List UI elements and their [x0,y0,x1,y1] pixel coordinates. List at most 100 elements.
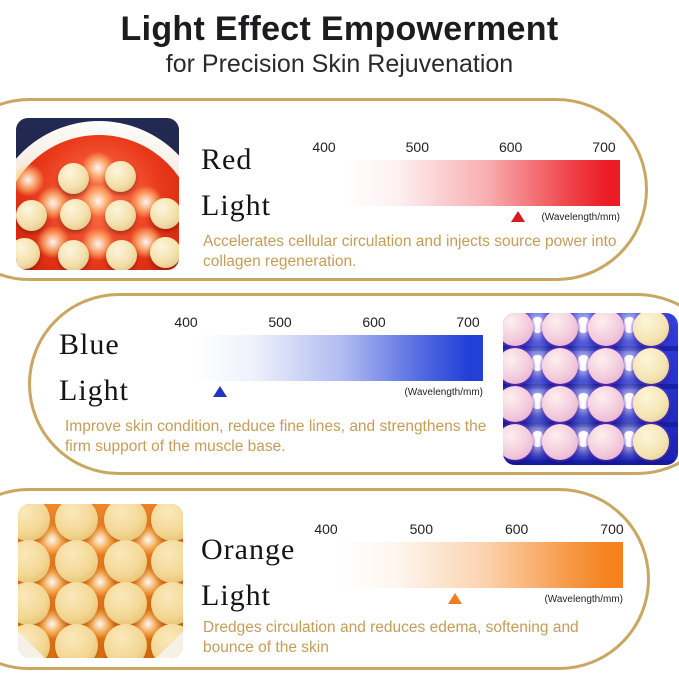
led-bulb [588,313,624,346]
led-bulb [503,348,533,384]
tick-400: 400 [314,521,338,537]
led-glow [578,393,589,409]
panel-rail [503,346,678,351]
led-bulb [18,581,50,625]
tick-400: 400 [312,139,336,155]
led-glow [578,317,589,333]
led-bulb [633,386,669,422]
red-light-description: Accelerates cellular circulation and inj… [203,233,617,270]
led-bulb [104,160,136,192]
led-bulb [633,348,669,384]
blue-light-description: Improve skin condition, reduce fine line… [65,418,487,455]
led-glow [532,393,543,409]
led-bulb [149,197,179,229]
scale-footer: (Wavelength/mm) [338,591,623,608]
led-bulb [542,386,578,422]
led-glow [624,317,635,333]
led-bulb [103,623,147,658]
led-bulb [149,236,179,268]
red-gradient-bar [344,160,620,206]
orange-wavelength-scale: 400 500 600 700 (Wavelength/mm) [314,521,623,608]
led-bulb [503,386,533,422]
led-bulb [103,504,147,541]
led-bulb [105,239,137,270]
led-glow [578,355,589,371]
section-orange-light: Orange Light 400 500 600 700 (Wavelength… [0,488,650,670]
led-bulb [54,504,98,541]
tick-500: 500 [405,139,429,155]
tick-700: 700 [456,314,480,330]
led-glow [624,355,635,371]
scale-footer: (Wavelength/mm) [344,209,620,226]
led-bulb [503,313,533,346]
page-title: Light Effect Empowerment [120,10,559,48]
led-bulb [103,539,147,583]
tick-600: 600 [504,521,529,537]
led-bulb [103,581,147,625]
led-glow [578,431,589,447]
led-bulb [588,348,624,384]
scale-footer: (Wavelength/mm) [194,384,483,401]
light-name-line2: Light [59,374,129,407]
section-red-light: Red Light 400 500 600 700 (Wavelength/mm… [0,98,648,281]
led-bulb [59,198,91,230]
orange-gradient-bar [338,542,623,588]
led-bulb [633,313,669,346]
orange-light-name: Orange Light [201,527,295,619]
led-bulb [18,539,50,583]
blue-light-panel-photo [503,313,678,465]
panel-rail [503,422,678,427]
blue-wavelength-scale: 400 500 600 700 (Wavelength/mm) [174,314,483,401]
orange-light-panel-photo [18,504,183,658]
red-light-device-photo [16,118,179,270]
tick-400: 400 [174,314,198,330]
section-blue-light: Blue Light 400 500 600 700 (Wavelength/m… [28,293,679,475]
light-name-line1: Orange [201,533,296,566]
led-glow [532,317,543,333]
led-glow [624,431,635,447]
tick-500: 500 [409,521,433,537]
led-bulb [588,424,624,460]
red-wavelength-scale: 400 500 600 700 (Wavelength/mm) [312,139,620,226]
light-name-line2: Light [201,189,271,222]
led-bulb [542,313,578,346]
page-header: Light Effect Empowerment for Precision S… [0,10,679,79]
blue-light-name: Blue Light [59,322,129,414]
led-bulb [16,199,47,231]
light-name-line2: Light [201,579,271,612]
tick-600: 600 [362,314,386,330]
led-bulb [54,623,98,658]
led-bulb [150,581,183,625]
led-bulb [54,581,98,625]
panel-rail [503,460,678,465]
tick-700: 700 [592,139,616,155]
blue-wavelength-marker-triangle [213,386,227,397]
led-bulb [150,539,183,583]
tick-700: 700 [600,521,624,537]
orange-wavelength-marker-triangle [447,593,462,604]
wavelength-unit-label: (Wavelength/mm) [544,594,623,605]
tick-500: 500 [268,314,292,330]
led-bulb [54,539,98,583]
led-bulb [16,237,40,269]
orange-light-description: Dredges circulation and reduces edema, s… [203,619,579,656]
led-glow [532,355,543,371]
red-light-name: Red Light [201,137,271,229]
tick-row: 400 500 600 700 [309,139,619,155]
tick-row: 400 500 600 700 [311,521,627,537]
wavelength-unit-label: (Wavelength/mm) [404,387,483,398]
led-bulb [57,162,89,194]
panel-rail [503,384,678,389]
light-name-line1: Blue [59,328,120,361]
tick-row: 400 500 600 700 [171,314,483,330]
led-bulb [503,424,533,460]
blue-gradient-bar [194,335,483,381]
led-bulb [542,348,578,384]
tick-600: 600 [498,139,523,155]
led-bulb [633,424,669,460]
light-name-line1: Red [201,143,253,176]
led-bulb [542,424,578,460]
led-bulb [588,386,624,422]
led-bulb [57,239,89,270]
led-bulb [104,199,136,231]
